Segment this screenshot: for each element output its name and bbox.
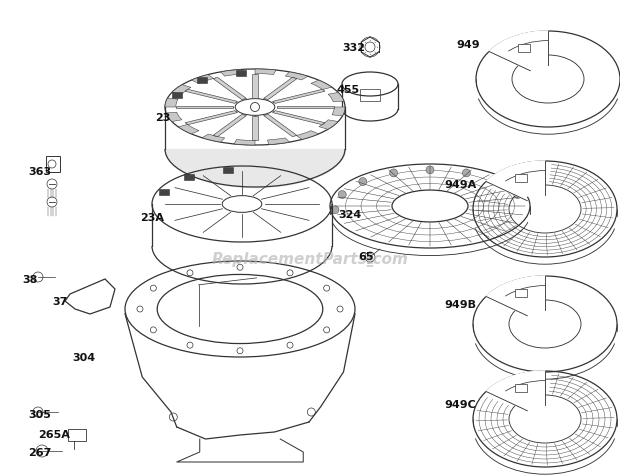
Polygon shape	[486, 371, 545, 408]
Bar	[236, 70, 246, 77]
Polygon shape	[296, 131, 319, 140]
Bar	[46, 157, 60, 173]
Ellipse shape	[222, 196, 262, 213]
Bar	[515, 290, 527, 298]
Polygon shape	[192, 75, 214, 84]
Bar	[68, 429, 86, 441]
Polygon shape	[221, 70, 242, 77]
Bar	[223, 167, 232, 173]
Polygon shape	[176, 107, 233, 109]
Bar	[515, 385, 527, 393]
Text: 949B: 949B	[444, 299, 476, 309]
Bar	[184, 175, 194, 181]
Polygon shape	[267, 139, 290, 145]
Polygon shape	[328, 93, 344, 102]
Polygon shape	[332, 108, 345, 117]
Polygon shape	[489, 32, 548, 69]
Text: 23A: 23A	[140, 213, 164, 223]
Polygon shape	[486, 162, 545, 198]
Bar	[159, 189, 169, 196]
Polygon shape	[264, 115, 297, 137]
Text: 949A: 949A	[444, 179, 476, 189]
Text: 363: 363	[28, 167, 51, 177]
Ellipse shape	[235, 99, 275, 116]
Polygon shape	[273, 111, 325, 126]
Polygon shape	[319, 120, 338, 130]
Polygon shape	[273, 90, 325, 104]
Polygon shape	[264, 79, 297, 100]
Polygon shape	[166, 113, 182, 122]
Polygon shape	[252, 117, 258, 141]
Bar	[515, 175, 527, 183]
Bar	[518, 45, 530, 53]
Polygon shape	[185, 111, 237, 126]
Polygon shape	[234, 140, 255, 146]
Polygon shape	[213, 79, 246, 100]
Text: 305: 305	[28, 409, 51, 419]
Text: 949C: 949C	[444, 399, 476, 409]
Text: 324: 324	[338, 209, 361, 219]
Bar	[172, 93, 182, 99]
Bar	[197, 78, 207, 84]
Polygon shape	[255, 70, 276, 75]
Circle shape	[359, 178, 367, 186]
Circle shape	[331, 207, 339, 214]
Text: 267: 267	[28, 447, 51, 457]
Circle shape	[389, 169, 397, 178]
Circle shape	[493, 178, 501, 186]
Text: 65: 65	[358, 251, 373, 261]
Text: 37: 37	[52, 297, 68, 307]
Polygon shape	[486, 277, 545, 313]
Polygon shape	[213, 115, 246, 137]
Polygon shape	[252, 74, 258, 99]
Polygon shape	[285, 73, 308, 81]
Text: 23: 23	[155, 113, 170, 123]
Polygon shape	[185, 90, 237, 104]
Text: 304: 304	[72, 352, 95, 362]
Bar	[360, 90, 380, 102]
Circle shape	[463, 169, 471, 178]
Text: 949: 949	[456, 40, 480, 50]
Circle shape	[250, 103, 260, 112]
Text: 455: 455	[336, 85, 359, 95]
Circle shape	[339, 191, 346, 199]
Polygon shape	[172, 86, 191, 95]
Text: ReplacementParts.com: ReplacementParts.com	[211, 252, 409, 267]
Text: 332: 332	[342, 43, 365, 53]
Polygon shape	[179, 125, 199, 135]
Text: 38: 38	[22, 275, 37, 284]
Circle shape	[426, 167, 434, 175]
Polygon shape	[277, 107, 334, 109]
Circle shape	[514, 191, 522, 199]
Polygon shape	[202, 135, 224, 143]
Text: 265A: 265A	[38, 429, 70, 439]
Polygon shape	[311, 81, 332, 90]
Polygon shape	[165, 99, 178, 108]
